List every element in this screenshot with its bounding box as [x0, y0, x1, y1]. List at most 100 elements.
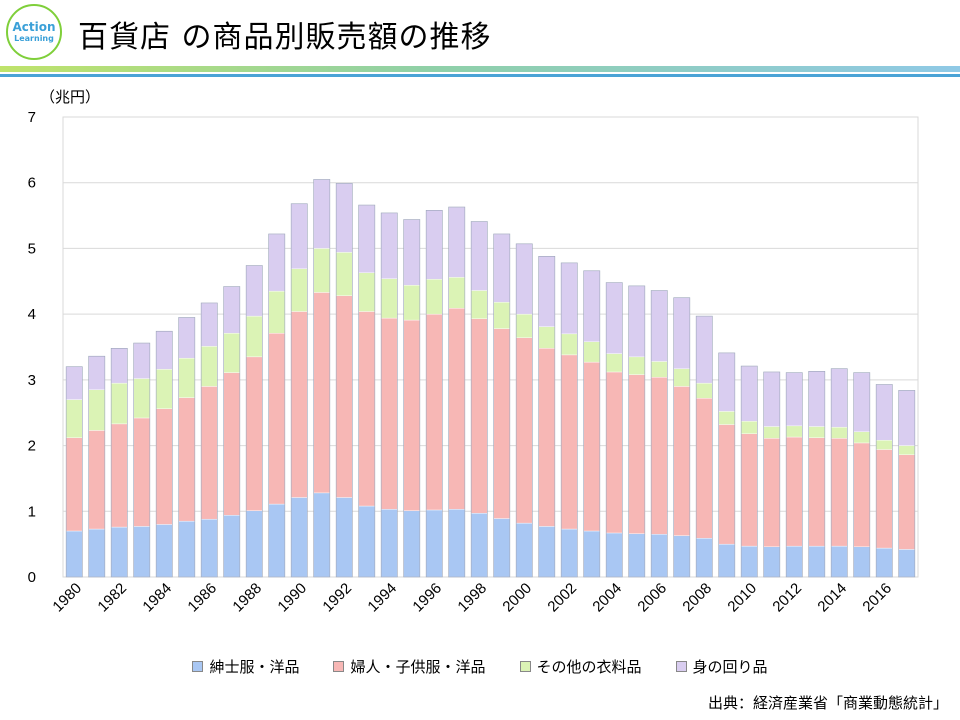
- bar-segment-mens-1985: [178, 520, 196, 578]
- bar-outline-1980: [65, 366, 83, 578]
- x-tick-label: 2010: [724, 580, 760, 616]
- bar-segment-accessories-1986: [200, 302, 218, 347]
- bar-outline-1999: [493, 233, 511, 578]
- bar-segment-accessories-2004: [605, 282, 623, 354]
- bar-segment-other_clothing-1985: [178, 357, 196, 398]
- y-tick-label: 2: [28, 438, 36, 455]
- bar-segment-other_clothing-2006: [650, 361, 668, 378]
- bar-segment-accessories-2010: [740, 365, 758, 422]
- bar-segment-other_clothing-1995: [403, 285, 421, 321]
- bar-segment-other_clothing-1996: [425, 279, 443, 315]
- bar-segment-womens-2015: [853, 442, 871, 547]
- x-tick-label: 2000: [499, 580, 535, 616]
- bar-segment-other_clothing-1993: [358, 272, 376, 312]
- bar-segment-accessories-2006: [650, 290, 668, 362]
- bar-segment-womens-1998: [470, 318, 488, 514]
- bar-segment-mens-2003: [583, 530, 601, 578]
- bar-segment-other_clothing-1999: [493, 302, 511, 329]
- bar-segment-mens-1981: [88, 528, 106, 578]
- stacked-bar-chart: 0 1 2 3 4 5 6 7 1980 1982 1984 1986 1988 1990 1992 1994…: [28, 109, 919, 616]
- bar-outline-2009: [718, 352, 736, 578]
- bar-outline-1991: [313, 179, 331, 578]
- bar-segment-mens-2004: [605, 532, 623, 578]
- bar-segment-mens-1997: [448, 509, 466, 578]
- y-tick-label: 7: [28, 109, 36, 126]
- bar-segment-mens-2010: [740, 545, 758, 578]
- x-tick-label: 2008: [679, 580, 715, 616]
- legend-item-womens: 婦人・子供服・洋品: [333, 656, 486, 677]
- bar-segment-accessories-2013: [808, 371, 826, 427]
- bar-outline-2016: [875, 384, 893, 578]
- source-citation: 出典：経済産業省「商業動態統計」: [707, 694, 948, 712]
- bar-outline-2002: [560, 262, 578, 578]
- legend-label-other-clothing: その他の衣料品: [536, 657, 642, 676]
- bar-outline-2013: [808, 371, 826, 578]
- bar-segment-other_clothing-2012: [785, 425, 803, 438]
- bar-segment-womens-2008: [695, 398, 713, 539]
- bar-segment-other_clothing-1983: [133, 378, 151, 419]
- x-tick-label: 1998: [454, 580, 490, 616]
- bar-segment-other_clothing-2010: [740, 421, 758, 434]
- legend-swatch-other-clothing: [519, 660, 531, 672]
- bar-segment-womens-1994: [380, 317, 398, 510]
- bar-segment-womens-1988: [245, 356, 263, 511]
- bar-outline-2000: [515, 243, 533, 578]
- bar-segment-other_clothing-1988: [245, 315, 263, 358]
- x-tick-label: 2014: [814, 580, 850, 616]
- legend-item-accessories: 身の回り品: [675, 656, 768, 677]
- bar-segment-other_clothing-2001: [538, 326, 556, 349]
- bar-segment-accessories-2001: [538, 256, 556, 327]
- bar-outline-1997: [448, 206, 466, 578]
- bar-outline-1981: [88, 355, 106, 578]
- x-tick-label: 2004: [589, 580, 625, 616]
- bar-segment-other_clothing-2013: [808, 426, 826, 438]
- bar-segment-mens-1992: [335, 497, 353, 578]
- bar-outline-1986: [200, 302, 218, 578]
- bar-segment-mens-1982: [110, 526, 128, 578]
- bar-segment-accessories-1984: [155, 331, 173, 370]
- bar-segment-womens-2005: [628, 374, 646, 534]
- bar-segment-mens-1998: [470, 513, 488, 578]
- bar-segment-mens-2009: [718, 543, 736, 578]
- bar-segment-womens-1992: [335, 295, 353, 498]
- bar-outline-1987: [223, 286, 241, 578]
- bar-segment-other_clothing-2005: [628, 356, 646, 375]
- bar-segment-other_clothing-1998: [470, 290, 488, 319]
- bar-segment-other_clothing-2007: [673, 368, 691, 387]
- bar-segment-mens-2000: [515, 522, 533, 578]
- y-tick-label: 6: [28, 175, 36, 192]
- bar-layer: [65, 179, 916, 578]
- bar-segment-accessories-1993: [358, 204, 376, 273]
- bar-segment-accessories-1988: [245, 265, 263, 317]
- bar-segment-womens-2010: [740, 433, 758, 547]
- bar-segment-other_clothing-2000: [515, 313, 533, 339]
- bar-segment-accessories-1989: [268, 233, 286, 292]
- bar-outline-2003: [583, 270, 601, 578]
- x-tick-label: 1990: [274, 580, 310, 616]
- bar-segment-accessories-2007: [673, 297, 691, 369]
- x-tick-label: 1986: [184, 580, 220, 616]
- bar-segment-womens-1984: [155, 408, 173, 525]
- bar-segment-womens-1989: [268, 333, 286, 505]
- y-tick-label: 3: [28, 372, 36, 389]
- bar-segment-womens-1985: [178, 397, 196, 522]
- x-tick-label: 1994: [364, 580, 400, 616]
- bar-segment-womens-2017: [898, 454, 916, 550]
- bar-segment-accessories-1991: [313, 179, 331, 249]
- bar-segment-accessories-1985: [178, 317, 196, 359]
- bar-segment-womens-1990: [290, 311, 308, 498]
- bar-segment-mens-1999: [493, 518, 511, 578]
- bar-segment-womens-2000: [515, 337, 533, 524]
- bar-segment-other_clothing-1980: [65, 399, 83, 438]
- bar-segment-womens-2009: [718, 424, 736, 545]
- bar-segment-mens-1987: [223, 515, 241, 578]
- bar-segment-other_clothing-1987: [223, 333, 241, 373]
- bar-segment-womens-2003: [583, 361, 601, 532]
- bar-segment-mens-2008: [695, 538, 713, 578]
- bar-outline-2017: [898, 390, 916, 578]
- bar-segment-other_clothing-1982: [110, 382, 128, 425]
- bar-segment-accessories-1996: [425, 210, 443, 280]
- bar-outline-1982: [110, 348, 128, 578]
- bar-segment-other_clothing-2004: [605, 353, 623, 373]
- bar-segment-womens-2004: [605, 371, 623, 534]
